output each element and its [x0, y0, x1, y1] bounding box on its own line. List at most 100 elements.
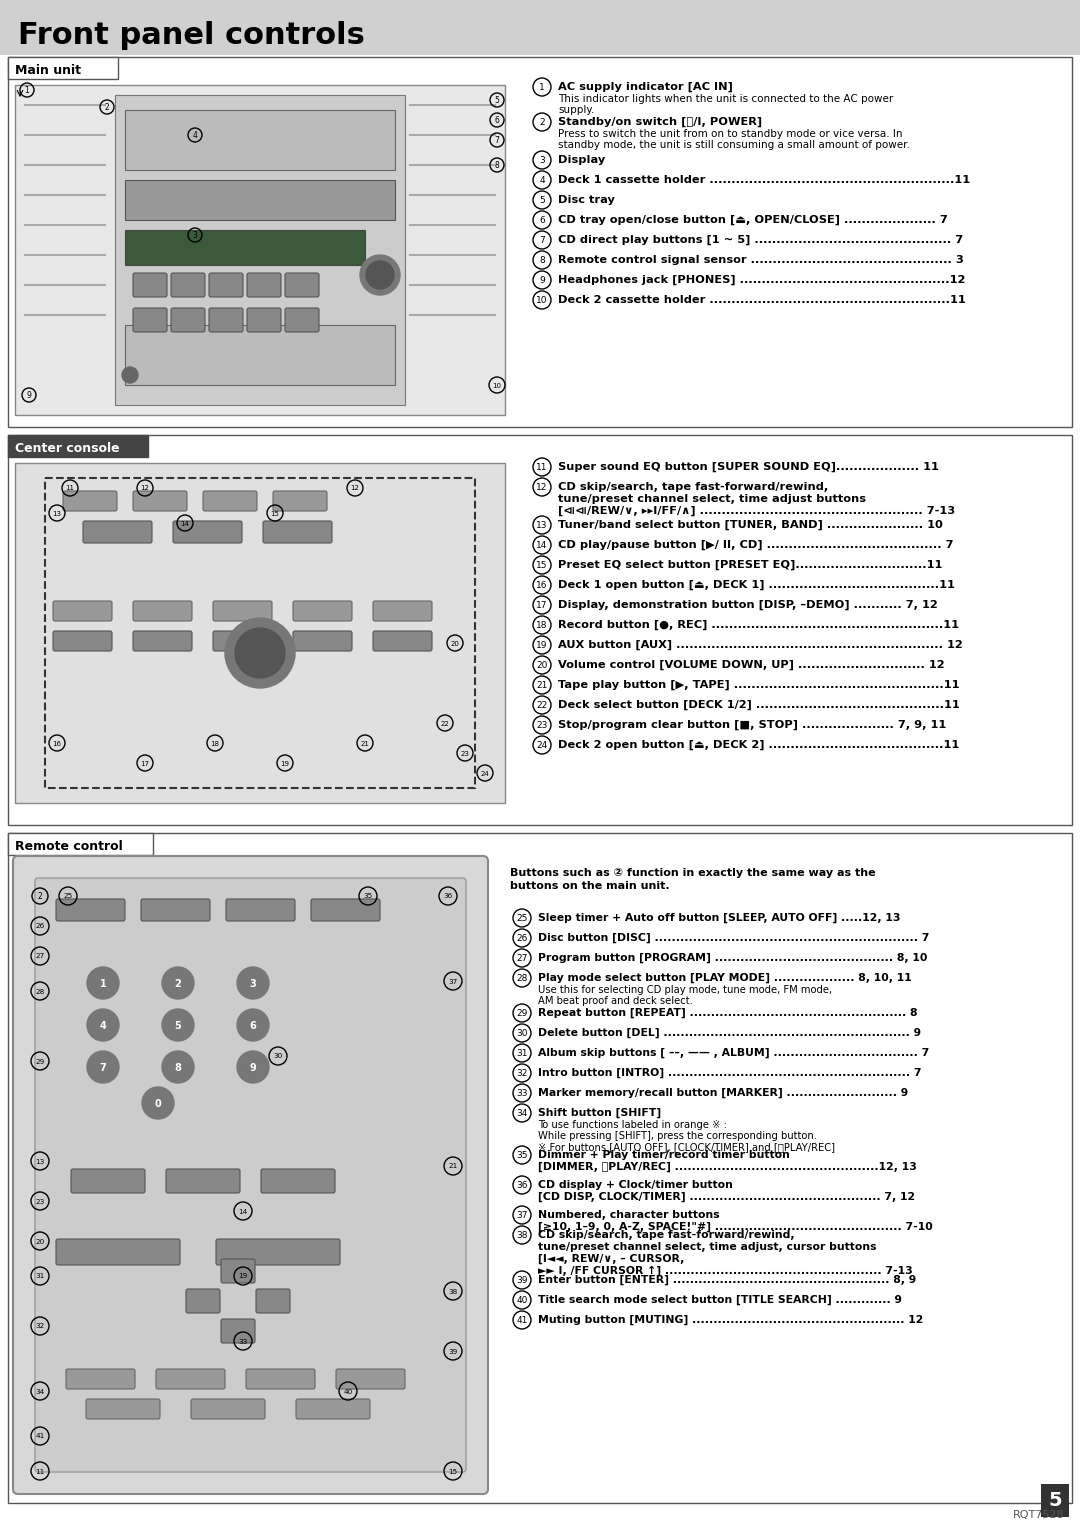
Text: 23: 23 [460, 750, 470, 756]
Text: 34: 34 [516, 1109, 528, 1118]
Text: AM beat proof and deck select.: AM beat proof and deck select. [538, 996, 693, 1005]
Text: 1: 1 [25, 86, 29, 95]
Circle shape [162, 1008, 194, 1041]
FancyBboxPatch shape [221, 1259, 255, 1284]
FancyBboxPatch shape [125, 231, 365, 264]
FancyBboxPatch shape [256, 1290, 291, 1313]
Text: 30: 30 [273, 1053, 283, 1059]
FancyBboxPatch shape [311, 898, 380, 921]
FancyBboxPatch shape [133, 309, 167, 332]
Text: 1: 1 [99, 979, 106, 989]
Text: Preset EQ select button [PRESET EQ]..............................11: Preset EQ select button [PRESET EQ].....… [558, 559, 943, 570]
Text: 4: 4 [539, 176, 544, 185]
Text: 13: 13 [53, 510, 62, 516]
Circle shape [235, 628, 285, 678]
Text: 14: 14 [239, 1209, 247, 1215]
FancyBboxPatch shape [125, 325, 395, 385]
Text: tune/preset channel select, time adjust buttons: tune/preset channel select, time adjust … [558, 494, 866, 504]
Text: 31: 31 [516, 1050, 528, 1057]
Text: 35: 35 [363, 894, 373, 900]
Text: 6: 6 [539, 215, 545, 225]
Text: 36: 36 [444, 894, 453, 900]
Circle shape [162, 1051, 194, 1083]
Text: Display: Display [558, 154, 605, 165]
FancyBboxPatch shape [125, 180, 395, 220]
Text: 12: 12 [140, 486, 149, 492]
Text: Deck 2 open button [⏏, DECK 2] ........................................11: Deck 2 open button [⏏, DECK 2] .........… [558, 740, 959, 750]
FancyBboxPatch shape [247, 309, 281, 332]
Text: RQT7528: RQT7528 [1013, 1510, 1065, 1520]
Text: 27: 27 [516, 953, 528, 963]
Text: Center console: Center console [15, 442, 120, 454]
Text: 7: 7 [495, 136, 499, 145]
Text: 19: 19 [281, 761, 289, 767]
Text: [I◄◄, REW/∨, – CURSOR,: [I◄◄, REW/∨, – CURSOR, [538, 1254, 685, 1264]
Text: 16: 16 [53, 741, 62, 747]
Circle shape [141, 1086, 174, 1118]
Circle shape [122, 367, 138, 384]
Text: ►► I, /FF CURSOR ↑] ................................................... 7-13: ►► I, /FF CURSOR ↑] ....................… [538, 1265, 913, 1276]
Text: 15: 15 [448, 1468, 458, 1475]
Text: CD skip/search, tape fast-forward/rewind,: CD skip/search, tape fast-forward/rewind… [538, 1230, 795, 1241]
FancyBboxPatch shape [293, 601, 352, 620]
Text: 11: 11 [66, 486, 75, 492]
Text: 13: 13 [36, 1158, 44, 1164]
Circle shape [237, 1008, 269, 1041]
Text: [⧏⧏/REW/∨, ▸▸I/FF/∧] ................................................... 7-13: [⧏⧏/REW/∨, ▸▸I/FF/∧] ...................… [558, 506, 955, 516]
Text: 2: 2 [175, 979, 181, 989]
Text: 22: 22 [441, 721, 449, 726]
Text: Deck 1 cassette holder ........................................................1: Deck 1 cassette holder .................… [558, 176, 970, 185]
Text: 34: 34 [36, 1389, 44, 1395]
Text: 24: 24 [481, 770, 489, 776]
Text: Display, demonstration button [DISP, –DEMO] ........... 7, 12: Display, demonstration button [DISP, –DE… [558, 601, 937, 610]
Text: CD tray open/close button [⏏, OPEN/CLOSE] ..................... 7: CD tray open/close button [⏏, OPEN/CLOSE… [558, 215, 948, 225]
Text: 17: 17 [140, 761, 149, 767]
FancyBboxPatch shape [373, 601, 432, 620]
Text: 25: 25 [64, 894, 72, 900]
Text: Program button [PROGRAM] .......................................... 8, 10: Program button [PROGRAM] ...............… [538, 953, 928, 963]
Text: 15: 15 [271, 510, 280, 516]
Text: 31: 31 [36, 1273, 44, 1279]
FancyBboxPatch shape [66, 1369, 135, 1389]
Text: 29: 29 [36, 1059, 44, 1065]
Text: 26: 26 [36, 923, 44, 929]
Text: 21: 21 [448, 1163, 458, 1169]
Text: Disc button [DISC] .............................................................: Disc button [DISC] .....................… [538, 934, 930, 943]
Text: tune/preset channel select, time adjust, cursor buttons: tune/preset channel select, time adjust,… [538, 1242, 877, 1251]
FancyBboxPatch shape [226, 898, 295, 921]
Text: 35: 35 [516, 1151, 528, 1160]
Text: 7: 7 [99, 1063, 106, 1073]
Text: 0: 0 [154, 1099, 161, 1109]
FancyBboxPatch shape [171, 274, 205, 296]
FancyBboxPatch shape [173, 521, 242, 542]
Text: 8: 8 [175, 1063, 181, 1073]
Text: 21: 21 [537, 681, 548, 691]
FancyBboxPatch shape [53, 601, 112, 620]
Text: While pressing [SHIFT], press the corresponding button.: While pressing [SHIFT], press the corres… [538, 1131, 816, 1141]
Text: Muting button [MUTING] .................................................. 12: Muting button [MUTING] .................… [538, 1316, 923, 1325]
Text: 18: 18 [537, 620, 548, 630]
FancyBboxPatch shape [210, 274, 243, 296]
Text: 30: 30 [516, 1028, 528, 1038]
Text: 39: 39 [448, 1349, 458, 1354]
FancyBboxPatch shape [83, 521, 152, 542]
FancyBboxPatch shape [296, 1400, 370, 1420]
Text: Tuner/band select button [TUNER, BAND] ...................... 10: Tuner/band select button [TUNER, BAND] .… [558, 520, 943, 530]
Text: 5: 5 [495, 96, 499, 105]
Text: 9: 9 [539, 277, 545, 286]
Text: 8: 8 [539, 257, 545, 264]
Text: Remote control signal sensor .............................................. 3: Remote control signal sensor ...........… [558, 255, 963, 264]
Text: 6: 6 [495, 116, 499, 125]
Text: ※ For buttons [AUTO OFF], [CLOCK/TIMER] and [⒦PLAY/REC]: ※ For buttons [AUTO OFF], [CLOCK/TIMER] … [538, 1141, 835, 1152]
Text: [DIMMER, ⒦PLAY/REC] ................................................12, 13: [DIMMER, ⒦PLAY/REC] ....................… [538, 1161, 917, 1172]
Text: 9: 9 [27, 391, 31, 400]
Text: 33: 33 [516, 1089, 528, 1099]
Text: 40: 40 [516, 1296, 528, 1305]
Circle shape [225, 617, 295, 688]
Text: 9: 9 [249, 1063, 256, 1073]
FancyBboxPatch shape [15, 86, 505, 416]
FancyBboxPatch shape [166, 1169, 240, 1193]
Text: Use this for selecting CD play mode, tune mode, FM mode,: Use this for selecting CD play mode, tun… [538, 986, 832, 995]
Text: 36: 36 [516, 1181, 528, 1190]
Circle shape [87, 1008, 119, 1041]
